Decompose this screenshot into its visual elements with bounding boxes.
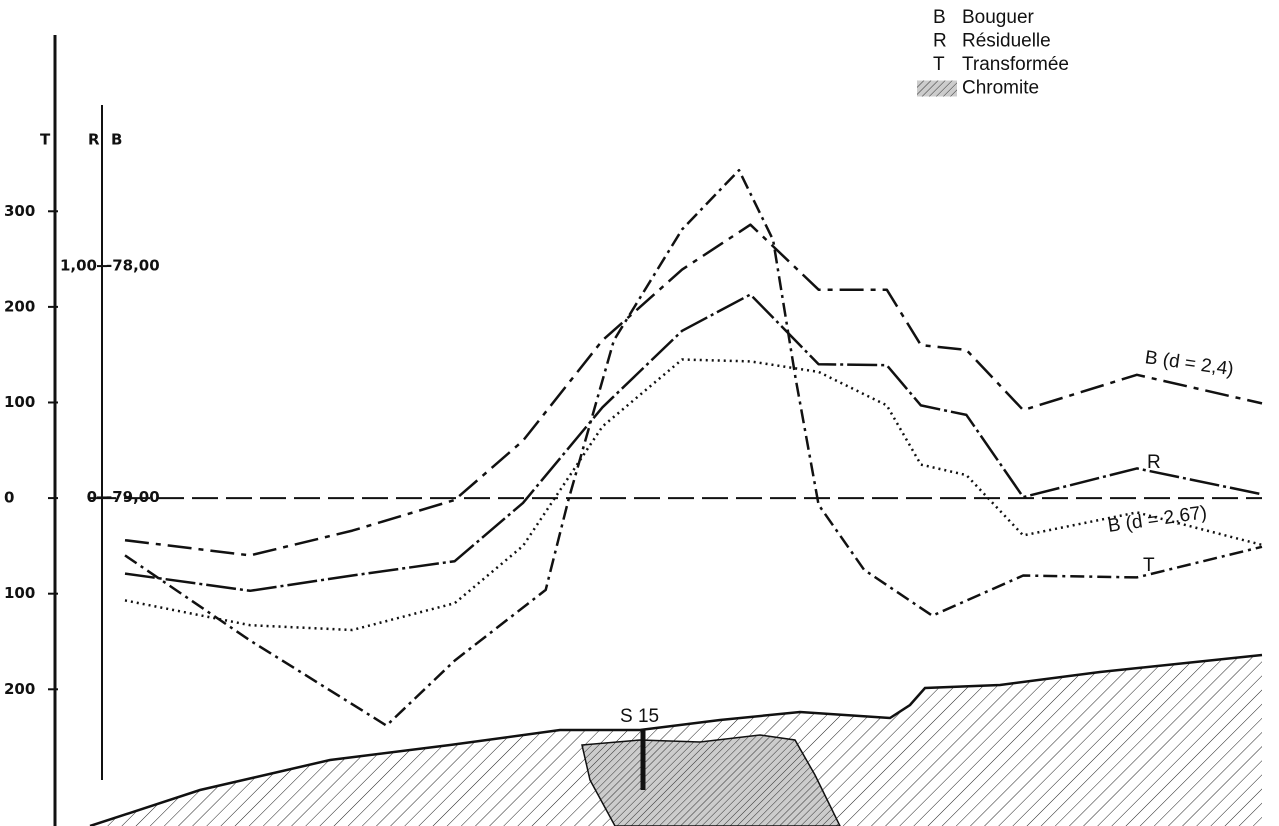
y2-tick-label: 1,00 (60, 257, 97, 275)
y-tick-label: 200 (4, 680, 35, 698)
y-tick-label: 0 (4, 489, 14, 507)
borehole-label: S 15 (620, 706, 659, 727)
series-label: B (d = 2,67) (1106, 502, 1208, 537)
y-tick-label: 200 (4, 297, 35, 315)
y3-tick-label: -79,00 (106, 488, 160, 506)
legend-label: Transformée (962, 54, 1069, 75)
legend-label: Chromite (962, 78, 1039, 99)
y-tick-label: 100 (4, 393, 35, 411)
series-line (125, 360, 1262, 631)
legend-label: Bouguer (962, 7, 1035, 28)
series-label: B (d = 2,4) (1144, 347, 1235, 380)
legend-key: R (933, 31, 947, 52)
y3-tick-label: -78,00 (106, 257, 160, 275)
axis-label: T (40, 131, 51, 149)
series-line (125, 225, 1262, 556)
legend-swatch (917, 81, 957, 97)
page: {"chart_data": { "type": "line", "axis_l… (0, 0, 1279, 826)
geology: S 15 (90, 655, 1262, 826)
legend-key: T (933, 54, 945, 75)
series-line (125, 295, 1262, 591)
series-line (125, 170, 1262, 725)
series-label: R (1147, 452, 1161, 473)
y2-tick-label: 0 (87, 488, 97, 506)
chart: S 15 T R B B Bouguer R Résiduelle T Transform… (0, 0, 1279, 826)
legend-label: Résiduelle (962, 31, 1051, 52)
y-tick-label: 300 (4, 202, 35, 220)
legend: B Bouguer R Résiduelle T Transformée Chromite (917, 7, 1069, 99)
axis-label: R (88, 131, 100, 149)
legend-key: B (933, 7, 946, 28)
y-tick-label: 100 (4, 584, 35, 602)
axis-label: B (111, 131, 122, 149)
